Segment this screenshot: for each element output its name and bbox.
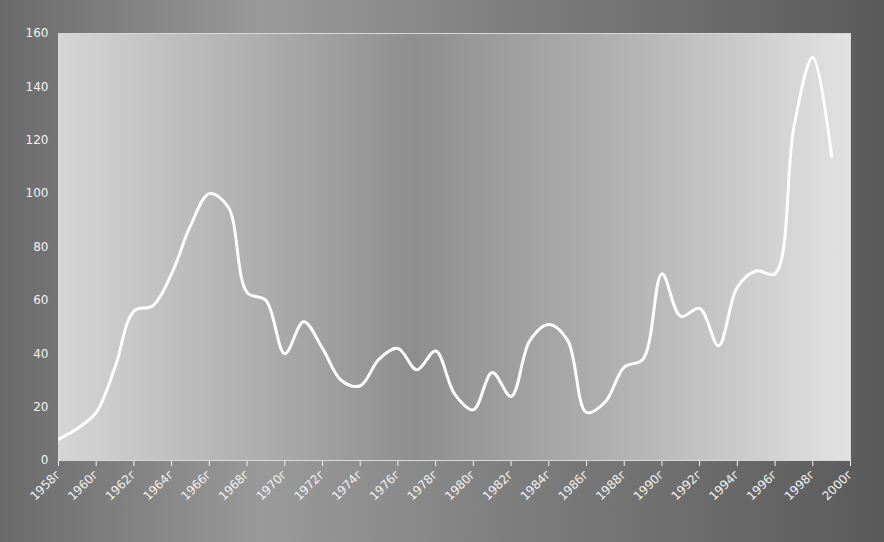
svg-text:1990г: 1990г (631, 467, 667, 503)
svg-text:1974г: 1974г (329, 467, 365, 503)
svg-text:1962г: 1962г (103, 467, 139, 503)
svg-text:60: 60 (33, 293, 48, 307)
svg-text:1986г: 1986г (555, 467, 591, 503)
svg-text:100: 100 (26, 186, 49, 200)
svg-text:20: 20 (33, 400, 48, 414)
svg-text:1982г: 1982г (480, 467, 516, 503)
svg-text:140: 140 (26, 80, 49, 94)
svg-text:1968г: 1968г (216, 467, 252, 503)
svg-text:0: 0 (41, 453, 49, 467)
svg-text:1978г: 1978г (405, 467, 441, 503)
svg-text:40: 40 (33, 347, 48, 361)
svg-text:1970г: 1970г (254, 467, 290, 503)
svg-text:1984г: 1984г (518, 467, 554, 503)
svg-text:1958г: 1958г (27, 467, 63, 503)
svg-text:1992г: 1992г (669, 467, 705, 503)
svg-text:1988г: 1988г (593, 467, 629, 503)
svg-text:1960г: 1960г (65, 467, 101, 503)
svg-text:80: 80 (33, 240, 48, 254)
svg-text:1976г: 1976г (367, 467, 403, 503)
svg-text:120: 120 (26, 133, 49, 147)
svg-text:1972г: 1972г (291, 467, 327, 503)
svg-text:1966г: 1966г (178, 467, 214, 503)
svg-text:160: 160 (26, 26, 49, 40)
svg-text:2000г: 2000г (819, 467, 855, 503)
svg-text:1994г: 1994г (706, 467, 742, 503)
svg-text:1964г: 1964г (141, 467, 177, 503)
svg-text:1980г: 1980г (442, 467, 478, 503)
svg-text:1996г: 1996г (744, 467, 780, 503)
svg-text:1998г: 1998г (782, 467, 818, 503)
